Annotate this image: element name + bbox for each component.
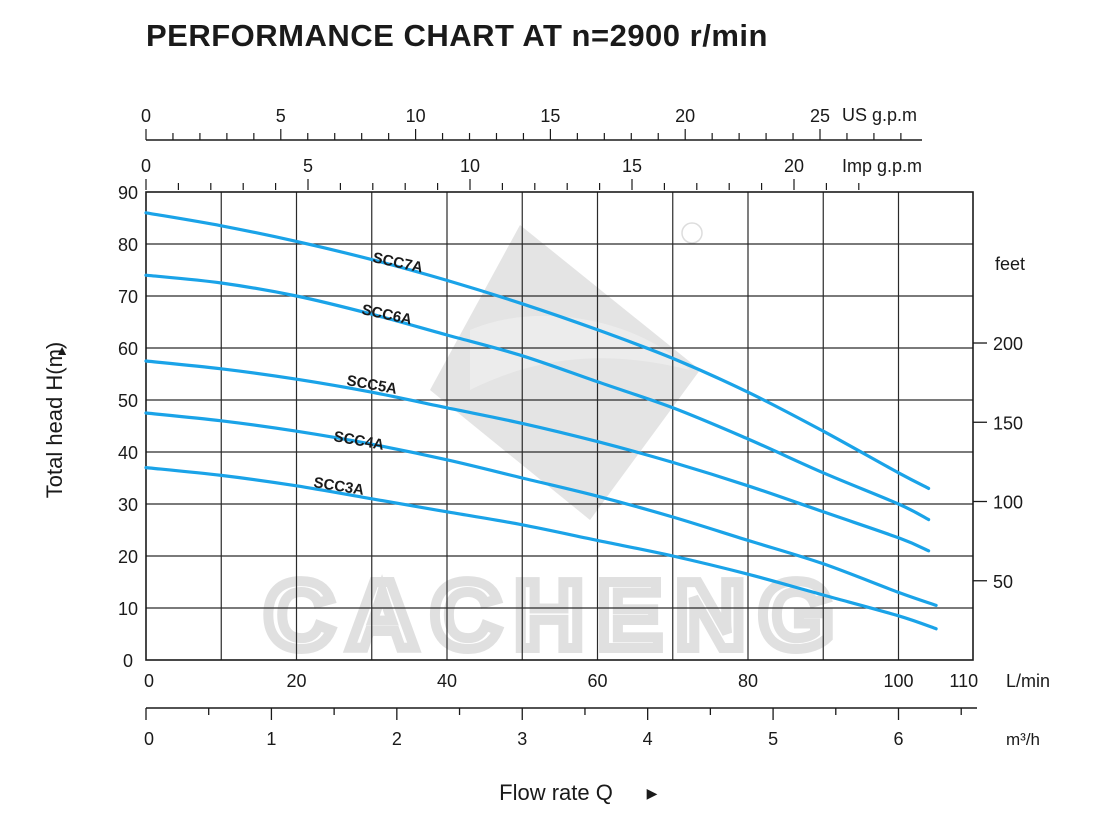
y-tick-label: 70 [118, 287, 138, 307]
watermark-logo-shape [430, 225, 700, 520]
y-tick-label: 10 [118, 599, 138, 619]
series-line-scc7a [144, 211, 931, 490]
x-tick-label: 40 [437, 671, 457, 691]
plot-frame-rect [145, 191, 974, 661]
m3h-unit-label: m³/h [1006, 730, 1040, 749]
m3h-tick-label: 5 [768, 729, 778, 749]
y-tick-label: 80 [118, 235, 138, 255]
feet-tick-label: 100 [993, 493, 1023, 513]
m3h-tick-label: 6 [893, 729, 903, 749]
feet-tick-label: 150 [993, 413, 1023, 433]
m3h-tick-label: 3 [517, 729, 527, 749]
plot-frame [145, 191, 974, 661]
x-tick-label: 0 [144, 671, 154, 691]
series-line-scc3a [144, 466, 938, 631]
series-line-scc6a [144, 273, 931, 522]
feet-unit-label: feet [995, 254, 1025, 274]
y-axis-label: Total head H(m) [42, 342, 67, 499]
us-gpm-tick-label: 10 [406, 106, 426, 126]
chart-title: PERFORMANCE CHART AT n=2900 r/min [146, 18, 768, 53]
x-tick-label: 20 [286, 671, 306, 691]
series-line-scc5a [144, 359, 931, 553]
y-tick-label: 50 [118, 391, 138, 411]
y-tick-label: 20 [118, 547, 138, 567]
grid [146, 192, 973, 660]
imp-gpm-tick-label: 0 [141, 156, 151, 176]
imp-gpm-tick-label: 5 [303, 156, 313, 176]
series-label-scc4a: SCC4A [332, 428, 385, 454]
us-gpm-tick-label: 15 [540, 106, 560, 126]
feet-tick-label: 50 [993, 572, 1013, 592]
series-label-scc6a: SCC6A [360, 301, 413, 328]
y-axis-arrow: ▲ [55, 342, 69, 358]
imp-gpm-tick-label: 10 [460, 156, 480, 176]
y-tick-label: 30 [118, 495, 138, 515]
watermark-registered-mark [681, 222, 703, 244]
x-axis-arrow: ▶ [647, 785, 658, 801]
m3h-tick-label: 1 [266, 729, 276, 749]
y-tick-label: 40 [118, 443, 138, 463]
series-label-scc7a: SCC7A [371, 249, 424, 276]
us-gpm-tick-label: 25 [810, 106, 830, 126]
us-gpm-tick-label: 20 [675, 106, 695, 126]
watermark-text: CACHENG [264, 562, 847, 669]
m3h-tick-label: 0 [144, 729, 154, 749]
watermark-logo-swoosh [470, 315, 690, 390]
us-gpm-unit-label: US g.p.m [842, 105, 917, 125]
x-tick-label: 80 [738, 671, 758, 691]
x-tick-label: 110 [949, 671, 978, 691]
x-tick-label: 60 [587, 671, 607, 691]
us-gpm-tick-label: 5 [276, 106, 286, 126]
m3h-tick-label: 2 [392, 729, 402, 749]
imp-gpm-tick-label: 20 [784, 156, 804, 176]
y-tick-label: 0 [123, 651, 133, 671]
series-label-scc3a: SCC3A [312, 474, 365, 499]
x-unit-label: L/min [1006, 671, 1050, 691]
m3h-tick-label: 4 [643, 729, 653, 749]
x-axis-label: Flow rate Q [499, 780, 613, 805]
y-tick-label: 60 [118, 339, 138, 359]
series-line-scc4a [144, 411, 938, 607]
y-tick-label: 90 [118, 183, 138, 203]
x-tick-label: 100 [883, 671, 913, 691]
us-gpm-tick-label: 0 [141, 106, 151, 126]
feet-tick-label: 200 [993, 334, 1023, 354]
imp-gpm-tick-label: 15 [622, 156, 642, 176]
watermark: CACHENG [259, 222, 847, 674]
imp-gpm-unit-label: Imp g.p.m [842, 156, 922, 176]
